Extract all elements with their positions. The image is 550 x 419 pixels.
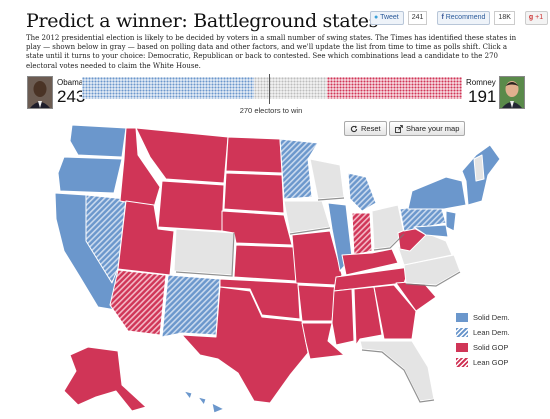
intro-paragraph: The 2012 presidential election is likely… bbox=[26, 34, 517, 70]
state-montana[interactable] bbox=[135, 127, 229, 184]
state-ohio[interactable] bbox=[371, 204, 405, 250]
obama-name: Obama bbox=[57, 78, 84, 87]
state-wisconsin[interactable] bbox=[309, 158, 345, 200]
romney-votes: 191 bbox=[468, 87, 497, 106]
state-kentucky[interactable] bbox=[341, 248, 399, 276]
facebook-icon: f bbox=[441, 14, 444, 21]
share-icon bbox=[395, 124, 403, 133]
state-maryland[interactable] bbox=[413, 224, 449, 238]
share-map-button[interactable]: Share your map bbox=[389, 121, 466, 136]
state-north-dakota[interactable] bbox=[225, 136, 283, 174]
state-texas[interactable] bbox=[181, 286, 309, 404]
state-washington[interactable] bbox=[69, 124, 127, 158]
win-threshold-line bbox=[269, 74, 270, 104]
plusone-label: +1 bbox=[535, 14, 544, 21]
legend-label: Lean GOP bbox=[473, 358, 509, 367]
state-arizona[interactable] bbox=[109, 269, 167, 336]
tweet-count: 241 bbox=[407, 11, 428, 25]
reset-button[interactable]: Reset bbox=[344, 121, 387, 136]
state-nebraska[interactable] bbox=[221, 210, 293, 246]
state-new-hampshire[interactable] bbox=[473, 154, 485, 182]
state-hawaii[interactable] bbox=[183, 390, 225, 414]
state-alabama[interactable] bbox=[353, 286, 383, 346]
romney-avatar bbox=[499, 76, 525, 109]
tossup-votes-segment bbox=[253, 77, 328, 99]
state-south-dakota[interactable] bbox=[223, 172, 285, 214]
state-arkansas[interactable] bbox=[297, 284, 337, 322]
state-georgia[interactable] bbox=[373, 284, 417, 340]
lean-gop-swatch bbox=[456, 358, 468, 367]
legend-label: Solid GOP bbox=[473, 343, 509, 352]
map-legend: Solid Dem. Lean Dem. Solid GOP Lean GOP bbox=[456, 310, 510, 370]
legend-lean-dem: Lean Dem. bbox=[456, 325, 510, 340]
share-label: Share your map bbox=[406, 124, 460, 133]
electoral-vote-bar bbox=[82, 77, 462, 99]
tweet-label: Tweet bbox=[380, 14, 399, 21]
state-wyoming[interactable] bbox=[157, 180, 225, 232]
recommend-label: Recommend bbox=[445, 14, 486, 21]
recommend-button[interactable]: f Recommend bbox=[437, 11, 491, 25]
recommend-count: 18K bbox=[494, 11, 515, 25]
state-nevada[interactable] bbox=[85, 194, 127, 284]
tweet-button[interactable]: ● Tweet bbox=[370, 11, 404, 25]
plusone-button[interactable]: g +1 bbox=[524, 11, 549, 25]
state-colorado[interactable] bbox=[173, 228, 235, 276]
state-minnesota[interactable] bbox=[279, 138, 319, 200]
state-kansas[interactable] bbox=[233, 244, 297, 282]
legend-solid-gop: Solid GOP bbox=[456, 340, 510, 355]
twitter-icon: ● bbox=[374, 14, 379, 21]
state-new-york[interactable] bbox=[407, 176, 467, 210]
obama-votes: 243 bbox=[57, 87, 86, 106]
state-michigan[interactable] bbox=[347, 172, 377, 212]
refresh-icon bbox=[350, 125, 358, 132]
legend-label: Lean Dem. bbox=[473, 328, 510, 337]
us-electoral-map bbox=[54, 124, 501, 414]
page-title: Predict a winner: Battleground states bbox=[26, 10, 379, 32]
social-bar: ● Tweet 241 f Recommend 18K g +1 bbox=[370, 11, 549, 25]
state-alaska[interactable] bbox=[63, 346, 147, 412]
legend-lean-gop: Lean GOP bbox=[456, 355, 510, 370]
state-indiana[interactable] bbox=[351, 212, 373, 256]
gop-votes-segment bbox=[327, 77, 462, 99]
solid-dem-swatch bbox=[456, 313, 468, 322]
state-utah[interactable] bbox=[117, 200, 175, 276]
state-new-jersey[interactable] bbox=[445, 210, 457, 232]
reset-label: Reset bbox=[361, 124, 381, 133]
to-win-label: 270 electors to win bbox=[239, 106, 303, 115]
state-oregon[interactable] bbox=[57, 156, 123, 194]
state-mississippi[interactable] bbox=[331, 288, 355, 346]
state-florida[interactable] bbox=[359, 340, 435, 402]
romney-name: Romney bbox=[466, 78, 496, 87]
legend-solid-dem: Solid Dem. bbox=[456, 310, 510, 325]
lean-dem-swatch bbox=[456, 328, 468, 337]
state-iowa[interactable] bbox=[283, 200, 331, 234]
google-plus-icon: g bbox=[528, 14, 534, 21]
state-new-mexico[interactable] bbox=[161, 274, 221, 338]
obama-avatar bbox=[27, 76, 53, 109]
dem-votes-segment bbox=[82, 77, 254, 99]
legend-label: Solid Dem. bbox=[473, 313, 510, 322]
solid-gop-swatch bbox=[456, 343, 468, 352]
state-idaho[interactable] bbox=[119, 127, 161, 208]
